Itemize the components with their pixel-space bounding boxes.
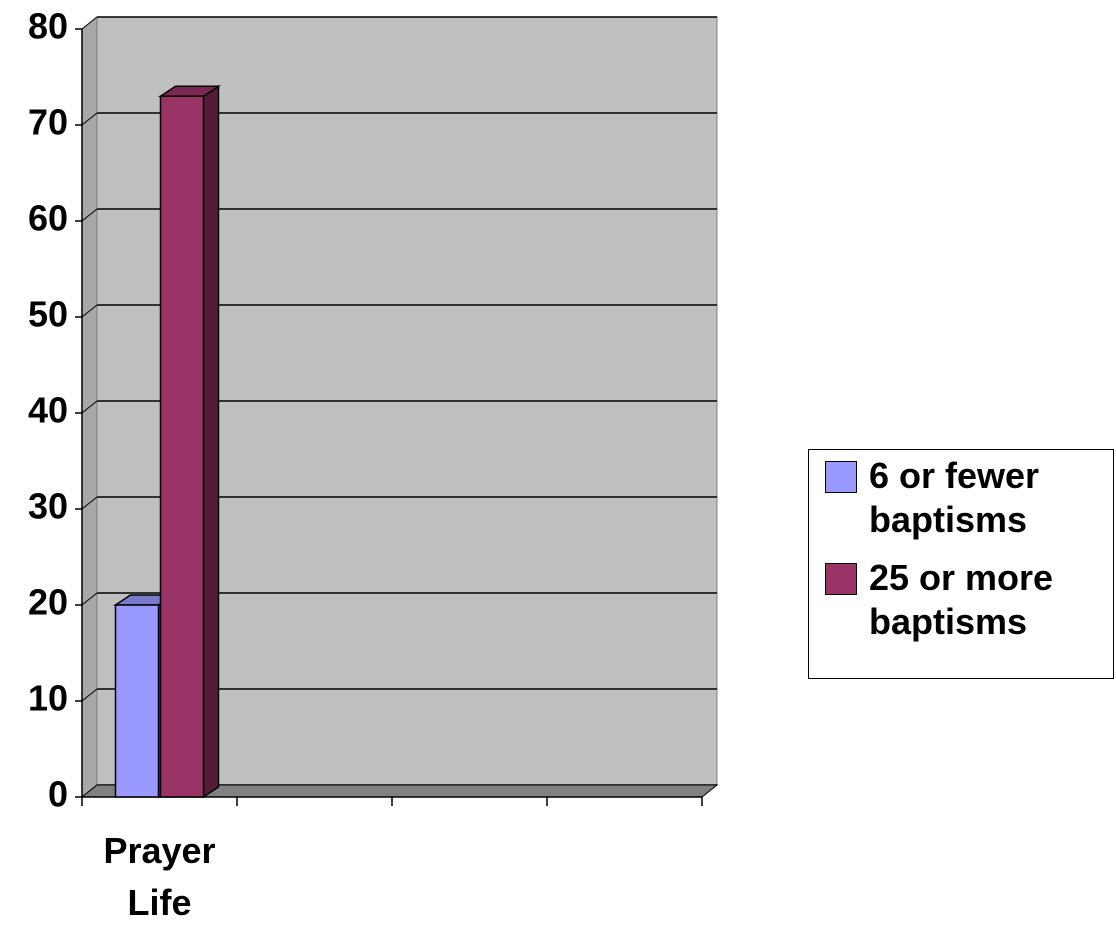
y-tick-label: 30: [28, 486, 68, 527]
y-tick-label: 80: [28, 6, 68, 47]
y-tick-label: 0: [48, 774, 68, 815]
side-grid-line: [81, 304, 98, 318]
x-tick-label: Prayer Life: [103, 830, 216, 923]
y-tick-label: 60: [28, 198, 68, 239]
side-grid-line: [81, 400, 98, 414]
bar: [159, 95, 205, 798]
side-grid-line: [81, 112, 98, 126]
legend-item: 25 or more baptisms: [825, 556, 1113, 644]
legend-swatch: [825, 563, 857, 595]
side-grid-line: [81, 592, 98, 606]
bar-side: [202, 84, 220, 799]
legend: 6 or fewer baptisms 25 or more baptisms: [808, 449, 1114, 679]
y-tick-label: 10: [28, 678, 68, 719]
y-tick-label: 40: [28, 390, 68, 431]
bar: [114, 604, 160, 798]
side-grid-line: [81, 208, 98, 222]
legend-item: 6 or fewer baptisms: [825, 454, 1113, 542]
legend-swatch: [825, 461, 857, 493]
side-grid-line: [81, 496, 98, 510]
side-grid-line: [81, 688, 98, 702]
legend-label: 6 or fewer baptisms: [869, 455, 1040, 540]
y-tick-label: 20: [28, 582, 68, 623]
legend-label: 25 or more baptisms: [869, 557, 1054, 642]
y-tick-label: 50: [28, 294, 68, 335]
y-tick-label: 70: [28, 102, 68, 143]
side-grid-line: [81, 16, 98, 30]
